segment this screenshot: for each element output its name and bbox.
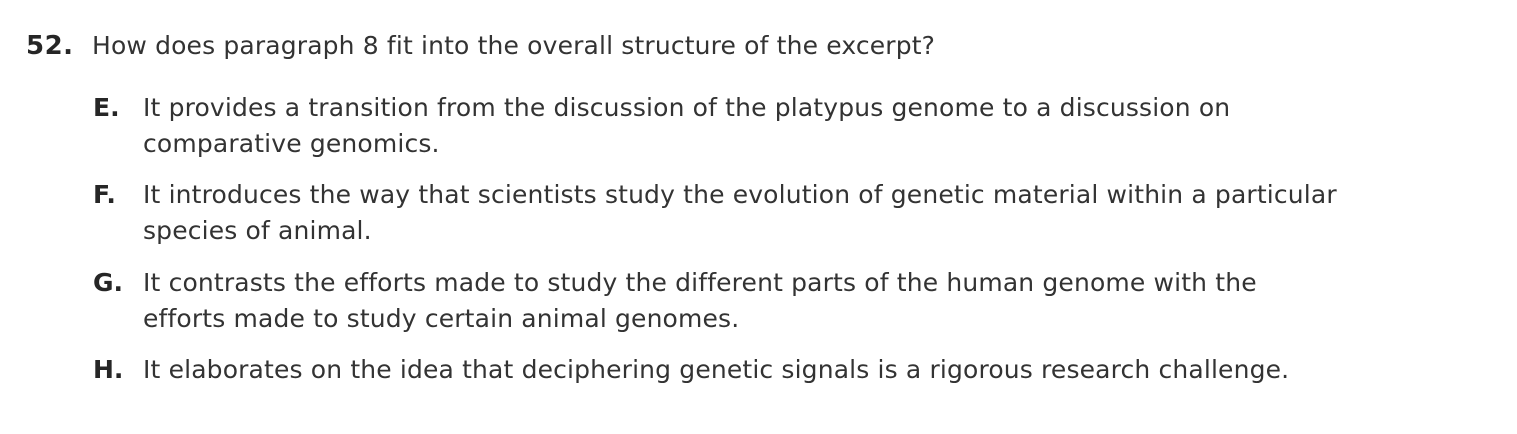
answer-choice-e[interactable]: E. It provides a transition from the dis…: [93, 90, 1493, 162]
answer-choice-f[interactable]: F. It introduces the way that scientists…: [93, 177, 1493, 249]
answer-choice-g[interactable]: G. It contrasts the efforts made to stud…: [93, 265, 1493, 337]
choice-letter: H.: [93, 355, 124, 384]
question-number: 52.: [26, 31, 74, 61]
choice-text-line: It introduces the way that scientists st…: [143, 180, 1337, 209]
choice-letter: E.: [93, 93, 120, 122]
choice-letter: G.: [93, 268, 124, 297]
choice-text-line: comparative genomics.: [143, 129, 440, 158]
question-header: 52. How does paragraph 8 fit into the ov…: [26, 31, 935, 61]
choice-text-line: efforts made to study certain animal gen…: [143, 304, 740, 333]
choice-text-line: It elaborates on the idea that decipheri…: [143, 355, 1290, 384]
choice-text-line: species of animal.: [143, 216, 372, 245]
choice-text: It contrasts the efforts made to study t…: [143, 265, 1493, 337]
choice-text: It introduces the way that scientists st…: [143, 177, 1493, 249]
choice-letter: F.: [93, 180, 116, 209]
answer-choice-h[interactable]: H. It elaborates on the idea that deciph…: [93, 352, 1493, 388]
choice-text: It provides a transition from the discus…: [143, 90, 1493, 162]
choice-text-line: It contrasts the efforts made to study t…: [143, 268, 1257, 297]
choice-text: It elaborates on the idea that decipheri…: [143, 352, 1493, 388]
question-stem: How does paragraph 8 fit into the overal…: [92, 31, 936, 60]
choice-text-line: It provides a transition from the discus…: [143, 93, 1231, 122]
